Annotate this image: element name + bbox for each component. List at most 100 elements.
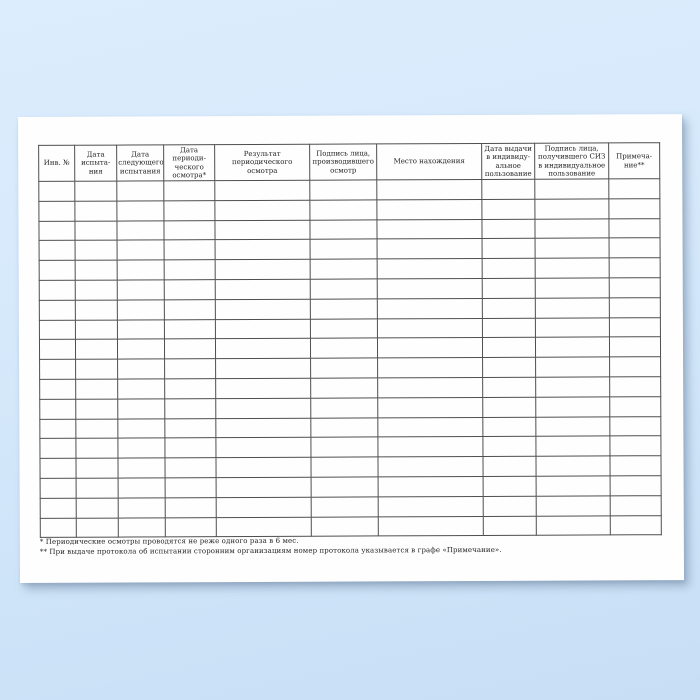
empty-cell	[164, 339, 216, 360]
table-body-row	[39, 436, 661, 459]
empty-cell	[377, 417, 483, 438]
empty-cell	[117, 378, 165, 399]
empty-cell	[536, 515, 611, 536]
empty-cell	[215, 318, 311, 340]
empty-cell	[215, 239, 311, 260]
empty-cell	[39, 458, 77, 479]
table-body-row	[39, 297, 661, 320]
empty-cell	[482, 238, 536, 259]
empty-cell	[310, 338, 378, 359]
empty-cell	[483, 515, 537, 536]
table-body-row	[39, 238, 661, 261]
empty-cell	[609, 317, 661, 338]
empty-cell	[215, 358, 311, 379]
empty-cell	[376, 219, 483, 240]
empty-cell	[39, 300, 76, 320]
empty-cell	[39, 339, 76, 360]
empty-cell	[378, 476, 484, 497]
empty-cell	[311, 516, 379, 537]
empty-cell	[117, 458, 166, 479]
empty-cell	[40, 478, 77, 499]
column-header-2: Дата испыта- ния	[74, 145, 117, 182]
empty-cell	[116, 180, 164, 201]
empty-cell	[38, 181, 75, 202]
empty-cell	[482, 337, 536, 358]
empty-cell	[39, 418, 76, 439]
empty-cell	[481, 179, 535, 200]
empty-cell	[117, 279, 165, 300]
empty-cell	[310, 318, 378, 339]
empty-cell	[534, 178, 609, 200]
empty-cell	[163, 180, 215, 201]
column-header-7: Место нахождения	[376, 143, 482, 180]
empty-cell	[609, 356, 661, 377]
empty-cell	[117, 299, 165, 320]
empty-cell	[309, 219, 378, 240]
empty-cell	[75, 458, 119, 479]
empty-cell	[164, 457, 217, 478]
paper-sheet: Инв. № Дата испыта- ния Дата следующего ис…	[18, 114, 685, 583]
empty-cell	[535, 297, 610, 318]
empty-cell	[310, 358, 378, 379]
empty-cell	[117, 398, 165, 419]
table-body-row	[39, 337, 661, 360]
empty-cell	[215, 457, 312, 478]
table-body-row	[40, 495, 662, 518]
empty-cell	[214, 219, 311, 241]
empty-cell	[609, 455, 662, 476]
empty-cell	[536, 495, 611, 516]
empty-cell	[310, 377, 378, 398]
empty-cell	[117, 240, 165, 261]
footnotes: * Периодические осмотры проводятся не ре…	[40, 534, 661, 557]
empty-cell	[535, 337, 610, 358]
empty-cell	[74, 181, 117, 202]
empty-cell	[75, 339, 118, 360]
empty-cell	[164, 378, 216, 399]
empty-cell	[39, 280, 76, 301]
column-header-10: Примеча- ние**	[608, 142, 660, 179]
empty-cell	[309, 199, 377, 220]
empty-cell	[535, 396, 610, 417]
empty-cell	[215, 299, 311, 320]
empty-cell	[610, 475, 662, 496]
empty-cell	[610, 495, 662, 516]
empty-cell	[535, 238, 610, 259]
empty-cell	[482, 317, 536, 338]
column-header-3: Дата следующего испытания	[116, 144, 164, 182]
empty-cell	[117, 359, 165, 380]
empty-cell	[40, 497, 77, 518]
empty-cell	[39, 438, 76, 459]
table-body-row	[39, 396, 661, 419]
empty-cell	[74, 220, 118, 241]
empty-cell	[116, 220, 165, 241]
empty-cell	[534, 218, 610, 239]
empty-cell	[164, 259, 216, 280]
empty-cell	[377, 456, 484, 477]
column-header-6: Подпись лица, производившего осмотр	[309, 143, 377, 181]
empty-cell	[377, 337, 483, 359]
empty-cell	[482, 258, 536, 279]
empty-cell	[377, 318, 483, 339]
empty-cell	[609, 297, 661, 318]
empty-cell	[74, 200, 117, 221]
empty-cell	[534, 198, 609, 219]
table-body-row	[38, 178, 660, 202]
empty-cell	[482, 298, 536, 319]
empty-cell	[535, 277, 610, 299]
empty-cell	[535, 258, 610, 279]
siz-test-journal-table: Инв. № Дата испыта- ния Дата следующего ис…	[38, 142, 662, 538]
empty-cell	[377, 298, 483, 319]
empty-cell	[608, 218, 661, 239]
empty-cell	[483, 476, 537, 497]
empty-cell	[75, 280, 118, 301]
empty-cell	[310, 259, 378, 280]
empty-cell	[40, 517, 77, 538]
empty-cell	[75, 359, 118, 380]
empty-cell	[75, 438, 118, 459]
empty-cell	[535, 436, 610, 457]
empty-cell	[164, 418, 216, 439]
empty-cell	[609, 257, 661, 278]
empty-cell	[609, 277, 661, 298]
empty-cell	[214, 180, 310, 201]
empty-cell	[165, 477, 217, 498]
